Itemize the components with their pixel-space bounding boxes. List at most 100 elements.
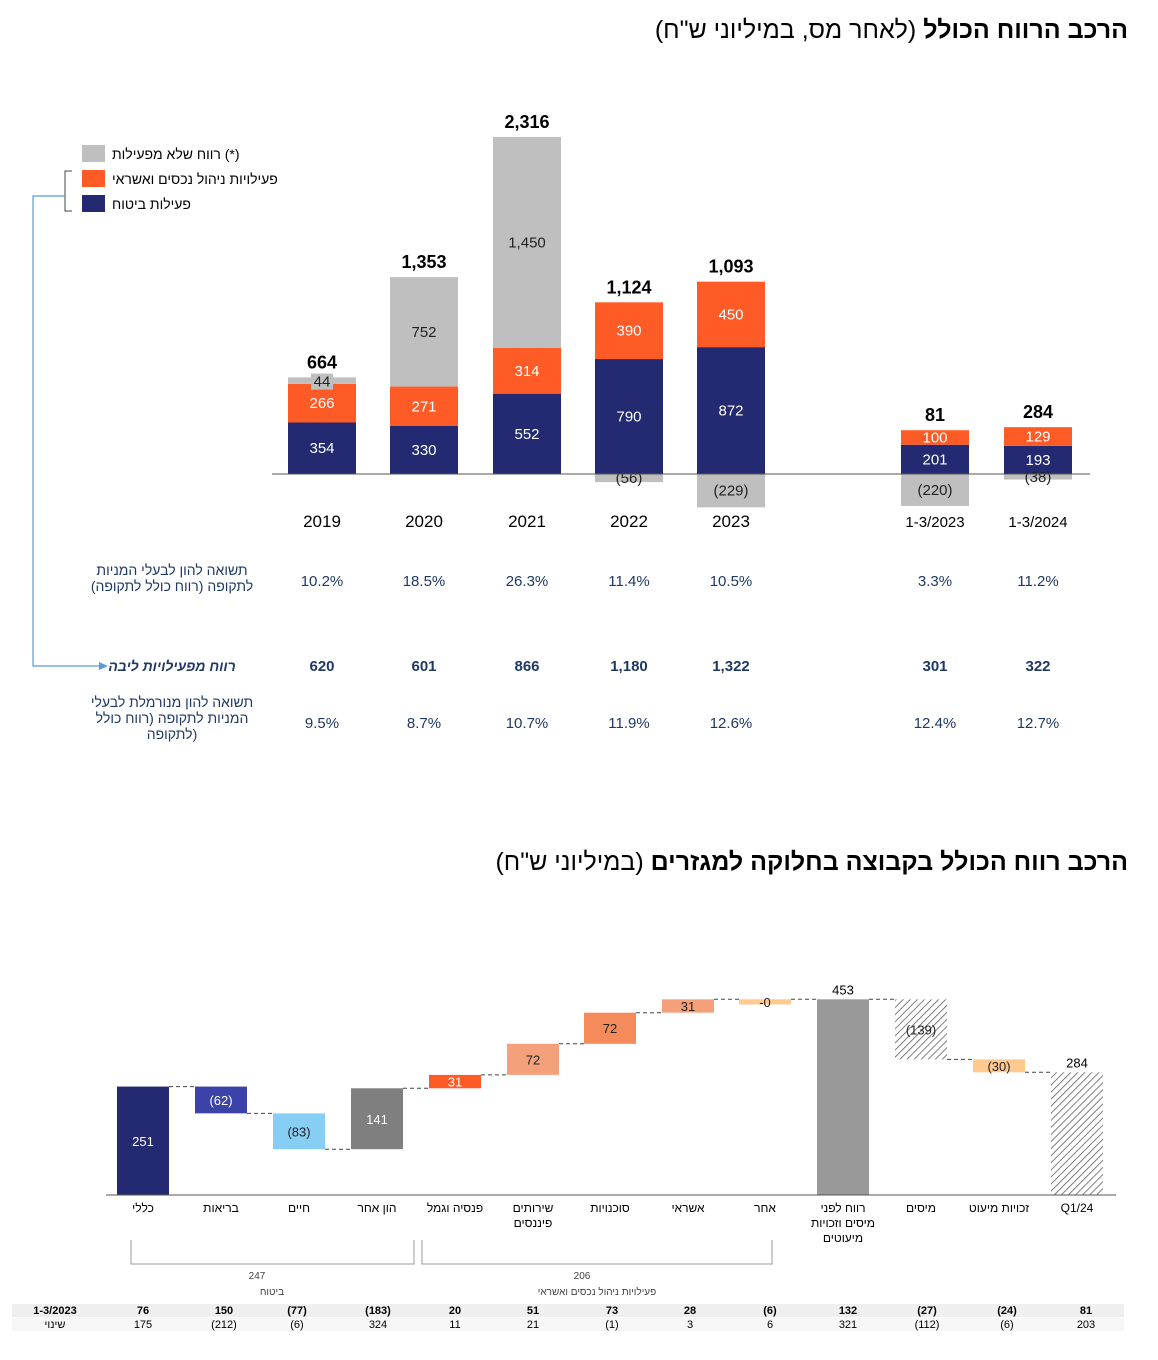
legend-bracket <box>64 170 72 212</box>
table-cell-0-5: 51 <box>527 1305 539 1317</box>
row-1-value-5: 301 <box>922 658 947 675</box>
table-cell-1-12: 203 <box>1077 1319 1095 1331</box>
waterfall-bar-2 <box>273 1113 325 1150</box>
label-asset-mgmt-2019: 266 <box>309 395 334 412</box>
category-1-3/2024: 1-3/2024 <box>1008 514 1067 531</box>
top-chart-title: הרכב הרווח הכולל (לאחר מס, במיליוני ש"ח) <box>654 16 1128 44</box>
waterfall-bar-11 <box>973 1059 1025 1073</box>
legend-label-2: פעילות ביטוח <box>112 196 191 212</box>
row-0-value-1: 18.5% <box>403 573 446 590</box>
row-2-value-3: 11.9% <box>608 715 649 732</box>
waterfall-bar-3 <box>351 1088 403 1150</box>
row-1-value-4: 1,322 <box>712 658 750 675</box>
row-0-value-3: 11.4% <box>608 573 649 590</box>
label-asset-mgmt-2023: 450 <box>718 306 743 323</box>
label-non-operating-1-3/2024: (38) <box>1025 469 1052 486</box>
row-label-line: לתקופה (רווח כולל לתקופה) <box>91 578 253 594</box>
table-cell-1-6: (1) <box>605 1319 618 1331</box>
row-2-value-5: 12.4% <box>914 715 957 732</box>
bar-insurance-2023 <box>697 347 765 474</box>
waterfall-category-9: מיעוטים <box>823 1231 863 1245</box>
table-cell-0-7: 28 <box>684 1305 696 1317</box>
label-non-operating-2019: 44 <box>314 374 331 391</box>
waterfall-category-4: פנסיה וגמל <box>427 1201 483 1215</box>
waterfall-category-2: חיים <box>288 1201 310 1215</box>
waterfall-bar-12 <box>1051 1072 1103 1195</box>
table-cell-0-12: 81 <box>1080 1305 1092 1317</box>
category-2023: 2023 <box>712 512 750 531</box>
waterfall-label-12: 284 <box>1066 1055 1088 1070</box>
group-bracket-1 <box>421 1240 773 1265</box>
bar-insurance-2022 <box>595 359 663 474</box>
label-non-operating-1-3/2023: (220) <box>917 482 952 499</box>
waterfall-label-2: (83) <box>287 1124 310 1139</box>
waterfall-bar-4 <box>429 1074 481 1089</box>
group-label-0: 247 <box>249 1271 266 1282</box>
table-cell-1-4: 11 <box>449 1319 460 1331</box>
label-insurance-1-3/2023: 201 <box>922 451 947 468</box>
group-label-1: 206 <box>574 1271 591 1282</box>
bar-asset-mgmt-2022 <box>595 302 663 360</box>
table-cell-0-2: (77) <box>287 1305 307 1317</box>
label-non-operating-2023: (229) <box>713 483 748 500</box>
waterfall-category-5: שירותים <box>513 1201 554 1215</box>
waterfall-bar-9 <box>817 999 869 1195</box>
row-label-1: רווח מפעילויות ליבה <box>108 658 235 674</box>
core-arrow-line <box>32 195 100 667</box>
waterfall-category-9: רווח לפני <box>820 1201 865 1215</box>
waterfall-category-1: בריאות <box>203 1201 239 1215</box>
bar-non-operating-1-3/2023 <box>901 474 969 507</box>
table-cell-1-1: (212) <box>211 1319 237 1331</box>
legend-swatch-0 <box>82 145 105 162</box>
category-2020: 2020 <box>405 512 443 531</box>
waterfall-category-5: פיננסים <box>514 1216 553 1230</box>
waterfall-label-4: 31 <box>448 1075 462 1090</box>
row-label-line: תשואה להון מנורמלת לבעלי <box>91 694 253 710</box>
waterfall-category-0: כללי <box>132 1201 154 1215</box>
table-row-bg-0 <box>12 1304 1124 1317</box>
waterfall-bar-10 <box>895 999 947 1060</box>
table-cell-0-0: 76 <box>137 1305 149 1317</box>
row-label-line: לתקופה) <box>147 726 198 742</box>
label-insurance-2022: 790 <box>616 409 641 426</box>
table-cell-1-5: 21 <box>527 1319 539 1331</box>
waterfall-label-6: 72 <box>603 1021 617 1036</box>
waterfall-label-7: 31 <box>681 999 695 1014</box>
row-0-value-2: 26.3% <box>506 573 549 590</box>
table-cell-1-7: 3 <box>687 1319 693 1331</box>
waterfall-label-0: 251 <box>132 1134 154 1149</box>
category-2021: 2021 <box>508 512 546 531</box>
row-0-value-6: 11.2% <box>1017 573 1058 590</box>
legend-swatch-2 <box>82 195 105 212</box>
bar-insurance-1-3/2024 <box>1004 445 1072 474</box>
waterfall-label-1: (62) <box>209 1093 232 1108</box>
row-1-value-1: 601 <box>411 658 436 675</box>
label-insurance-2020: 330 <box>411 442 436 459</box>
label-asset-mgmt-1-3/2024: 129 <box>1025 429 1050 446</box>
table-cell-0-8: (6) <box>763 1305 777 1317</box>
table-cell-1-10: (112) <box>915 1319 940 1331</box>
bottom-chart-title: הרכב רווח הכולל בקבוצה בחלוקה למגזרים (ב… <box>495 848 1128 876</box>
waterfall-category-3: הון אחר <box>357 1201 396 1215</box>
core-arrow-head <box>99 662 108 670</box>
waterfall-category-6: סוכנויות <box>590 1201 630 1215</box>
label-bg-2019 <box>311 373 333 390</box>
stacked-bar-chart: 354 266 44 664 2019 330 271 752 1,353 2020 552 314 1… <box>32 112 1090 742</box>
bar-insurance-1-3/2023 <box>901 444 969 474</box>
label-asset-mgmt-2022: 390 <box>616 323 641 340</box>
category-2019: 2019 <box>303 512 341 531</box>
table-row-bg-1 <box>12 1318 1124 1331</box>
table-cell-0-4: 20 <box>449 1305 461 1317</box>
row-0-value-0: 10.2% <box>301 573 344 590</box>
table-cell-0-10: (27) <box>917 1305 937 1317</box>
table-cell-1-0: 175 <box>134 1319 152 1331</box>
row-1-value-3: 1,180 <box>610 658 648 675</box>
total-2021: 2,316 <box>504 112 549 132</box>
category-1-3/2023: 1-3/2023 <box>905 514 964 531</box>
bar-asset-mgmt-2020 <box>390 386 458 426</box>
waterfall-category-9: מיסים וזכויות <box>811 1216 875 1230</box>
group-bracket-0 <box>130 1240 415 1265</box>
legend-label-1: פעילויות ניהול נכסים ואשראי <box>112 171 278 187</box>
